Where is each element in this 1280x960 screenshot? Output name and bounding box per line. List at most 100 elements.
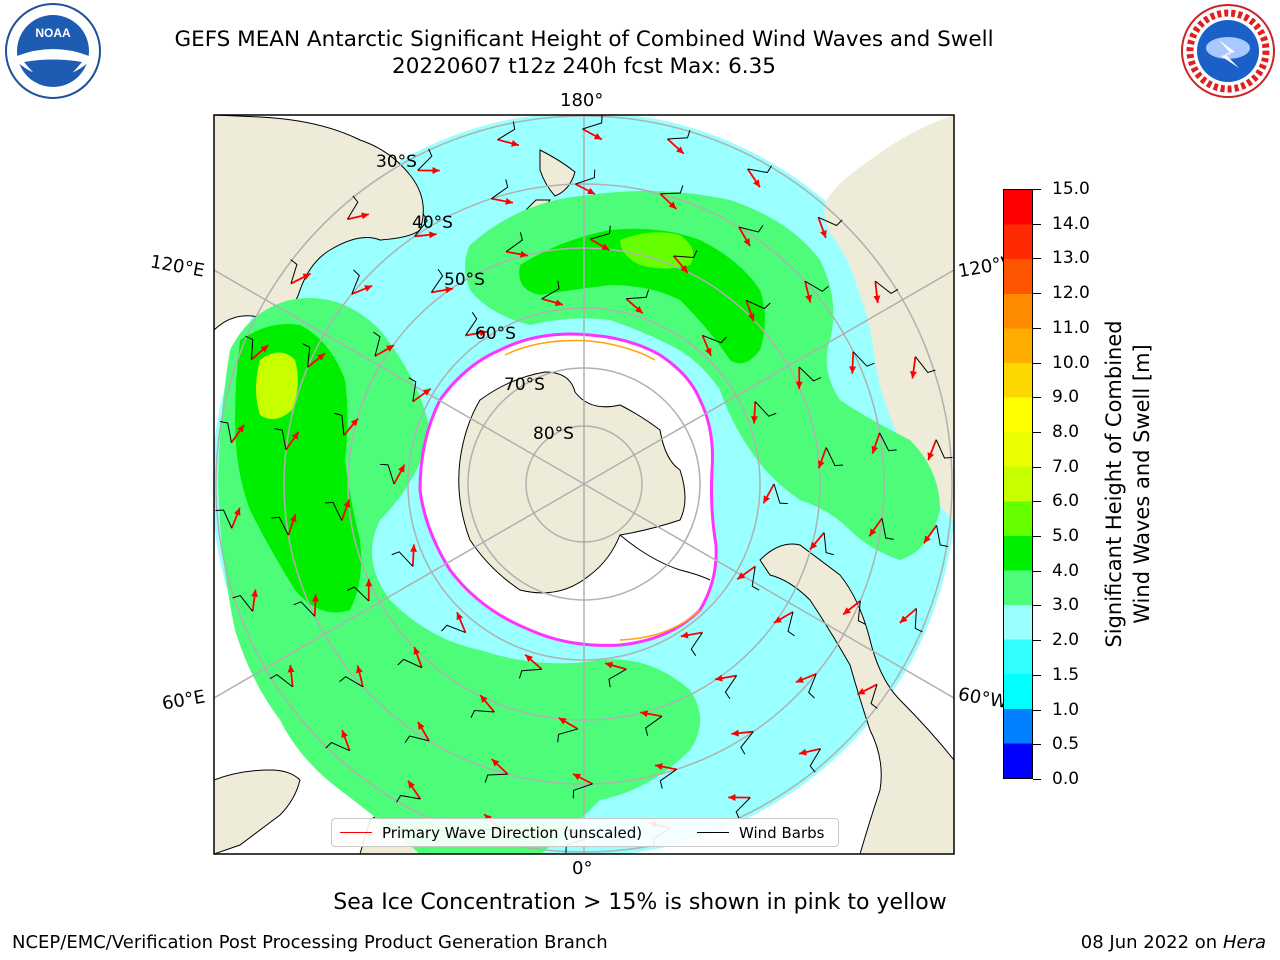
lat-label-50s: 50°S	[444, 270, 485, 290]
wave-direction-arrowhead	[237, 424, 245, 433]
colorbar-tick-label: 0.0	[1052, 769, 1080, 789]
wind-barb	[808, 673, 817, 699]
wave-direction-arrowhead	[422, 388, 431, 396]
wind-barb	[497, 121, 516, 141]
wind-barb	[491, 179, 509, 200]
colorbar-tick	[1033, 709, 1041, 711]
wind-barb	[823, 532, 834, 556]
wave-direction-arrowhead	[525, 654, 533, 663]
wave-direction-arrowhead	[520, 250, 528, 258]
wave-direction-arrowhead	[302, 273, 311, 280]
wave-direction-arrowhead	[484, 814, 492, 822]
wave-direction-arrowhead	[260, 345, 269, 353]
wave-direction-arrowhead	[251, 589, 259, 598]
wind-barb	[484, 773, 508, 783]
colorbar-tick-label: 12.0	[1052, 283, 1090, 304]
wave-direction-arrowhead	[747, 313, 755, 322]
wave-direction-arrowhead	[429, 231, 437, 239]
wind-barb	[673, 250, 698, 258]
wave-direction-arrowhead	[869, 528, 877, 537]
wind-barb	[747, 165, 772, 174]
wind-barb	[397, 658, 422, 669]
colorbar-tick	[1033, 674, 1041, 676]
wind-barb	[857, 600, 866, 625]
svg-text:NOAA: NOAA	[35, 26, 71, 40]
wind-barb	[505, 232, 523, 253]
wave-direction-arrowhead	[731, 729, 739, 737]
colorbar-tick	[1033, 258, 1041, 260]
wave-direction-arrowhead	[456, 612, 464, 621]
wind-barb	[430, 268, 444, 293]
wind-barb	[754, 401, 777, 417]
wave-direction-arrowhead	[572, 773, 581, 781]
wave-direction-arrowhead	[923, 535, 931, 544]
wind-barb	[408, 377, 417, 402]
wave-direction-arrowhead	[350, 418, 359, 427]
wind-barb	[557, 728, 578, 743]
wind-barb	[441, 624, 466, 634]
wind-barb	[798, 366, 822, 382]
wave-direction-arrowhead	[317, 353, 325, 361]
colorbar-tick	[1033, 466, 1041, 468]
wave-direction-arrowhead	[795, 381, 803, 389]
wave-direction-arrowhead	[408, 780, 415, 789]
wind-barb	[852, 351, 875, 367]
wave-direction-arrows	[230, 128, 938, 840]
wind-barb	[575, 169, 596, 185]
wind-barb	[809, 748, 821, 773]
colorbar-tick	[1033, 431, 1041, 433]
wave-direction-arrowhead	[356, 665, 363, 674]
wind-barb	[879, 432, 897, 452]
wave-direction-arrowhead	[750, 416, 758, 424]
wave-direction-arrowhead	[432, 167, 440, 175]
wave-direction-arrowhead	[410, 544, 418, 552]
wave-direction-arrowhead	[558, 717, 567, 725]
wave-direction-arrowhead	[287, 665, 295, 673]
wave-direction-arrowhead	[640, 710, 648, 718]
wind-barb	[870, 684, 878, 709]
wave-direction-arrowhead	[605, 661, 613, 669]
sea-ice-note: Sea Ice Concentration > 15% is shown in …	[333, 890, 947, 915]
colorbar-title-line1: Significant Height of Combined	[1102, 320, 1126, 648]
wave-direction-arrowhead	[737, 572, 746, 580]
wave-direction-arrowhead	[480, 695, 488, 703]
wind-barb	[271, 516, 289, 536]
wind-barb	[373, 331, 381, 357]
wave-direction-arrowhead	[763, 495, 770, 504]
wind-barb	[881, 518, 894, 540]
wind-barb	[667, 129, 691, 140]
colorbar-tick-label: 11.0	[1052, 317, 1090, 338]
colorbar-tick-label: 1.5	[1052, 664, 1080, 685]
wave-direction-arrowhead	[873, 295, 881, 303]
legend-label-wind-barbs: Wind Barbs	[739, 824, 825, 842]
wave-direction-arrowhead	[680, 265, 688, 273]
wind-barb	[396, 794, 421, 803]
colorbar-tick-label: 1.0	[1052, 699, 1080, 720]
wind-barb	[325, 501, 343, 521]
wave-direction-arrowhead	[341, 730, 348, 738]
colorbar-tick	[1033, 779, 1041, 780]
run-date: 08 Jun 2022 on Hera	[1081, 932, 1266, 953]
colorbar-tick-label: 7.0	[1052, 456, 1080, 477]
colorbar-tick-label: 2.0	[1052, 630, 1080, 651]
wind-barb	[215, 509, 233, 529]
wave-direction-arrowhead	[417, 721, 425, 730]
credit-text: NCEP/EMC/Verification Post Processing Pr…	[12, 932, 608, 953]
wave-direction-arrowhead	[843, 607, 851, 615]
colorbar-tick-label: 9.0	[1052, 387, 1080, 408]
colorbar-tick	[1033, 189, 1041, 190]
colorbar-tick-label: 0.5	[1052, 734, 1080, 755]
colorbar-tick	[1033, 605, 1041, 607]
wave-direction-arrowhead	[899, 615, 908, 623]
colorbar-tick-label: 4.0	[1052, 560, 1080, 581]
wave-direction-arrowhead	[655, 763, 663, 771]
colorbar-tick	[1033, 744, 1041, 746]
wind-barb	[659, 768, 677, 789]
colorbar-title-line2: Wind Waves and Swell [m]	[1130, 344, 1154, 624]
wave-direction-arrowhead	[291, 431, 299, 440]
graticule	[214, 115, 954, 854]
wave-direction-arrowhead	[593, 132, 602, 140]
wave-direction-arrowhead	[364, 285, 373, 292]
wave-direction-arrowhead	[909, 370, 917, 379]
lon-label-0: 0°	[572, 858, 593, 879]
